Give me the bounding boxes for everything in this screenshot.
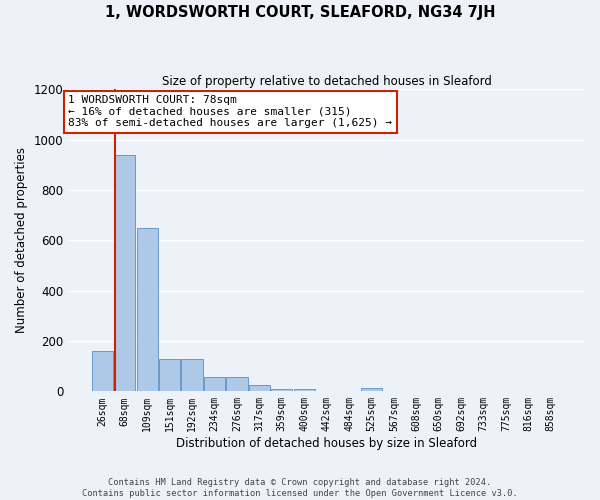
Bar (137, 228, 158, 392)
Bar (361, 388, 382, 392)
Bar (159, 358, 180, 392)
Bar (204, 378, 225, 392)
Bar (271, 389, 292, 392)
Bar (114, 154, 136, 392)
Bar (226, 378, 248, 392)
Bar (248, 385, 270, 392)
Text: Contains HM Land Registry data © Crown copyright and database right 2024.
Contai: Contains HM Land Registry data © Crown c… (82, 478, 518, 498)
Text: 1 WORDSWORTH COURT: 78sqm
← 16% of detached houses are smaller (315)
83% of semi: 1 WORDSWORTH COURT: 78sqm ← 16% of detac… (68, 95, 392, 128)
Bar (293, 389, 315, 392)
Y-axis label: Number of detached properties: Number of detached properties (15, 147, 28, 333)
Bar (92, 351, 113, 392)
Bar (181, 358, 203, 392)
Title: Size of property relative to detached houses in Sleaford: Size of property relative to detached ho… (161, 75, 491, 88)
Text: 1, WORDSWORTH COURT, SLEAFORD, NG34 7JH: 1, WORDSWORTH COURT, SLEAFORD, NG34 7JH (105, 5, 495, 20)
X-axis label: Distribution of detached houses by size in Sleaford: Distribution of detached houses by size … (176, 437, 477, 450)
